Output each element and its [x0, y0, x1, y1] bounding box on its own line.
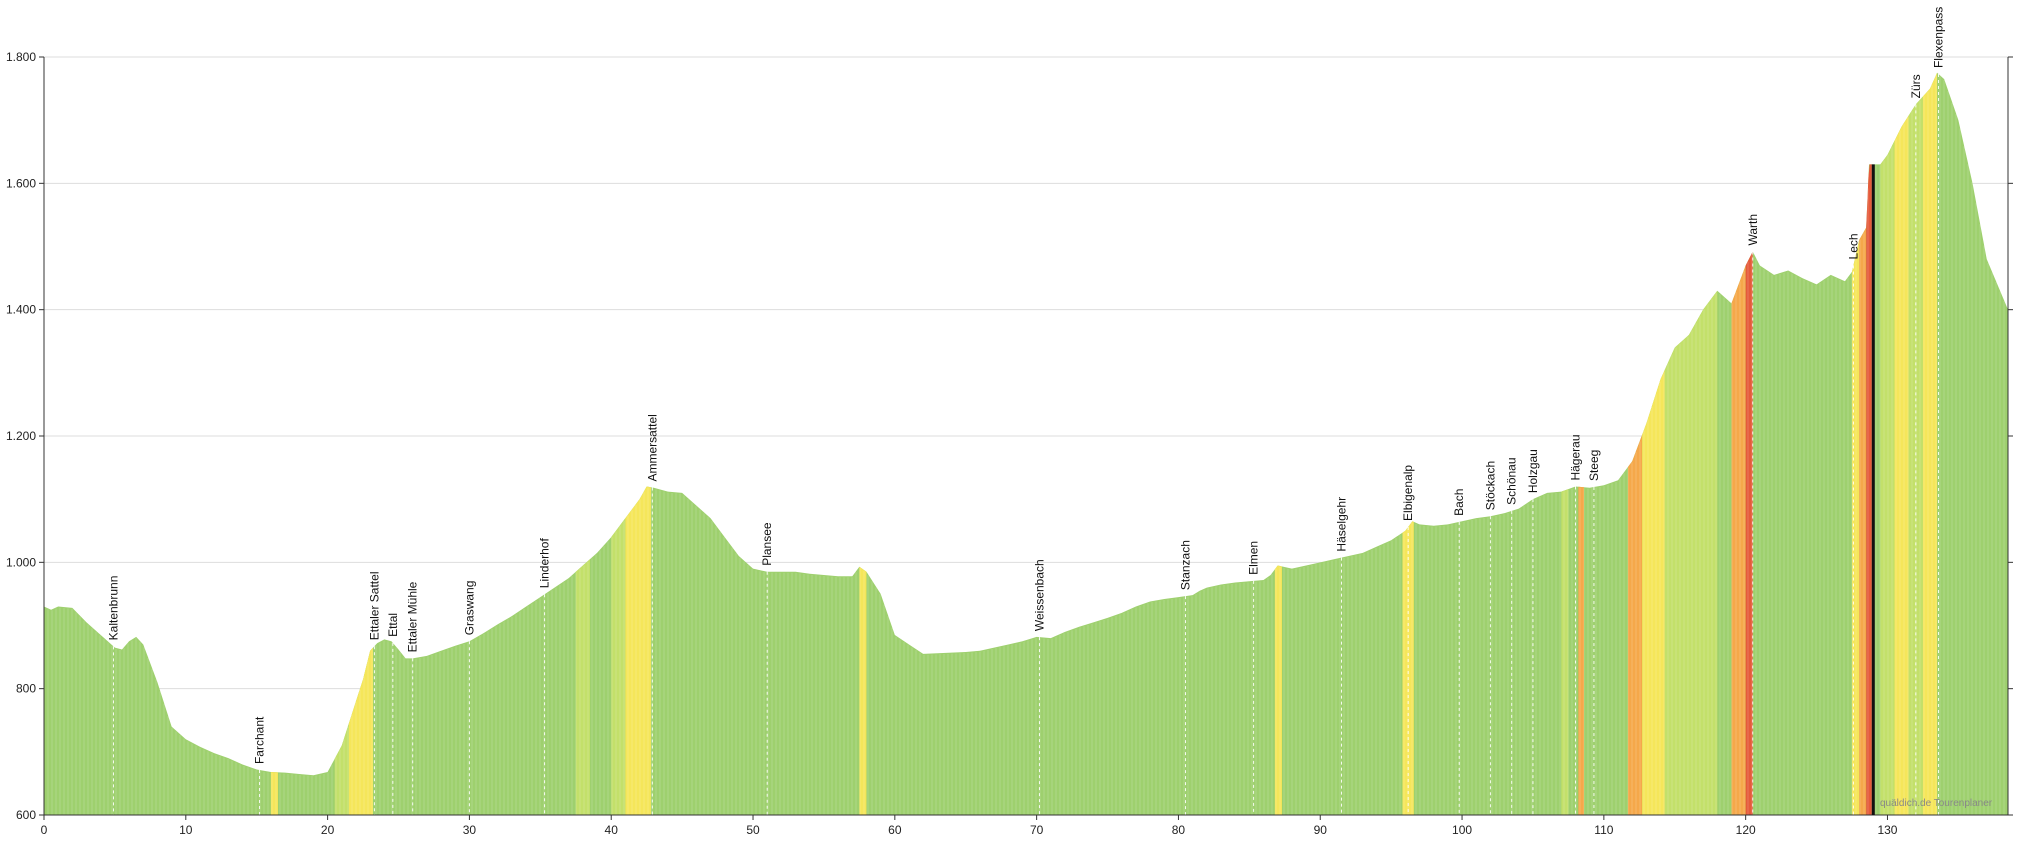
steepness-segment-light [1908, 96, 1923, 815]
steepness-segment-yellow [1274, 565, 1282, 815]
x-tick-label: 100 [1452, 823, 1472, 837]
steepness-segment-red [1745, 251, 1753, 815]
place-label: Ettaler Mühle [406, 581, 420, 652]
place-label: Stöckach [1483, 461, 1497, 510]
place-label: Ettal [386, 613, 400, 637]
steepness-segment-yellow [859, 566, 867, 815]
steepness-segment-light [334, 723, 349, 815]
y-tick-label: 1.600 [6, 176, 36, 190]
steepness-segment-light [1561, 489, 1569, 815]
x-tick-label: 20 [321, 823, 335, 837]
steepness-segment-red [1866, 164, 1872, 816]
place-label: Holzgau [1526, 449, 1540, 493]
place-label: Lech [1846, 233, 1860, 259]
axes: 600 800 1.000 1.200 1.400 1.600 1.800 0 10 20 30 40… [6, 50, 2013, 837]
x-tick-label: 70 [1030, 823, 1044, 837]
y-tick-label: 1.200 [6, 429, 36, 443]
steepness-segment-yellow [1852, 240, 1860, 815]
y-tick-label: 1.800 [6, 50, 36, 64]
x-tick-label: 120 [1736, 823, 1756, 837]
y-tick-label: 1.400 [6, 303, 36, 317]
steepness-segment-yellow [1642, 369, 1665, 815]
steepness-segment-orange [1731, 265, 1746, 815]
steepness-segment-yellow [1402, 521, 1414, 815]
steepness-segment-orange [1859, 227, 1867, 816]
place-label: Elbigenalp [1401, 465, 1415, 521]
elevation-area [44, 72, 2008, 816]
x-tick-label: 40 [605, 823, 619, 837]
y-tick-label: 1.000 [6, 555, 36, 569]
steepness-segment-yellow [270, 772, 278, 815]
place-markers: Kaltenbrunn Farchant Ettaler Sattel Ettal Et… [106, 7, 1946, 815]
y-tick-label: 800 [16, 682, 36, 696]
x-tick-label: 110 [1594, 823, 1613, 837]
place-label: Weissenbach [1032, 559, 1046, 631]
x-tick-label: 130 [1877, 823, 1897, 837]
place-label: Farchant [253, 716, 267, 764]
elevation-fill [44, 72, 2008, 815]
place-label: Hägerau [1568, 435, 1582, 481]
steepness-segment-yellow [1894, 115, 1909, 815]
steepness-segment-light [1664, 334, 1689, 815]
place-label: Bach [1452, 489, 1466, 516]
x-tick-label: 60 [888, 823, 902, 837]
x-tick-label: 10 [179, 823, 193, 837]
y-tick-label: 600 [16, 808, 36, 822]
place-label: Zürs [1909, 74, 1923, 98]
place-label: Flexenpass [1932, 7, 1946, 68]
place-label: Plansee [760, 522, 774, 566]
steepness-segment-orange [1627, 434, 1643, 815]
steepness-segment-light [611, 518, 626, 815]
x-tick-label: 90 [1314, 823, 1328, 837]
x-tick-label: 50 [746, 823, 760, 837]
steepness-segment-yellow [1922, 72, 1938, 815]
place-label: Linderhof [538, 538, 552, 589]
place-label: Steeg [1587, 450, 1601, 481]
place-label: Kaltenbrunn [106, 576, 120, 641]
place-label: Schönau [1505, 457, 1519, 504]
watermark-text: quäldich.de Tourenplaner [1880, 798, 1993, 809]
place-label: Elmen [1247, 541, 1261, 575]
x-tick-label: 80 [1172, 823, 1186, 837]
place-label: Warth [1746, 214, 1760, 246]
place-label: Stanzach [1179, 540, 1193, 590]
place-label: Häselgehr [1335, 497, 1349, 552]
place-label: Ammersattel [645, 414, 659, 481]
steepness-segment-orange [1578, 486, 1585, 815]
x-tick-label: 0 [41, 823, 48, 837]
steepness-segment-yellow [625, 486, 651, 815]
steepness-segment-light [575, 559, 590, 815]
place-label: Graswang [462, 581, 476, 636]
x-tick-label: 30 [463, 823, 477, 837]
place-label: Ettaler Sattel [367, 572, 381, 641]
steepness-segment-light [1688, 290, 1718, 815]
terrain-hatching [43, 76, 2009, 815]
steepness-segment-light [1880, 140, 1895, 816]
steepness-segment-yellow [348, 647, 373, 815]
